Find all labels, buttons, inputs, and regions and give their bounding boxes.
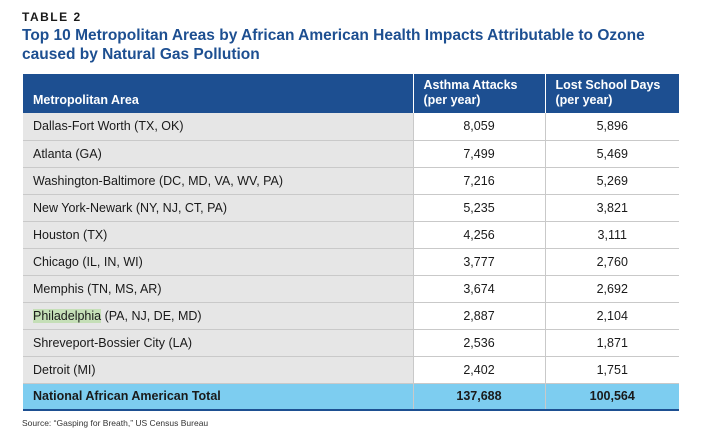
column-header-school: Lost School Days (per year) (545, 74, 679, 113)
table-row: Atlanta (GA) 7,499 5,469 (23, 140, 679, 168)
data-table: Metropolitan Area Asthma Attacks (per ye… (23, 74, 679, 411)
metro-area-label: Houston (TX) (33, 227, 108, 242)
metro-area-label: (PA, NJ, DE, MD) (101, 308, 202, 323)
cell-metro-area: Atlanta (GA) (23, 140, 414, 168)
cell-lost-school-days: 2,692 (545, 275, 679, 303)
table-row: Dallas-Fort Worth (TX, OK) 8,059 5,896 (23, 113, 679, 141)
cell-asthma-attacks: 3,777 (413, 248, 546, 276)
cell-lost-school-days: 2,104 (545, 302, 679, 330)
column-header-area: Metropolitan Area (23, 74, 414, 113)
metro-area-label: Chicago (IL, IN, WI) (33, 254, 143, 269)
table-row: Chicago (IL, IN, WI) 3,777 2,760 (23, 248, 679, 276)
cell-lost-school-days: 1,871 (545, 329, 679, 357)
cell-asthma-attacks: 5,235 (413, 194, 546, 222)
cell-lost-school-days: 5,896 (545, 113, 679, 141)
metro-area-label: Atlanta (GA) (33, 146, 102, 161)
table-row: Houston (TX) 4,256 3,111 (23, 221, 679, 249)
cell-metro-area: Memphis (TN, MS, AR) (23, 275, 414, 303)
table-row: Philadelphia (PA, NJ, DE, MD) 2,887 2,104 (23, 302, 679, 330)
highlighted-text: Philadelphia (33, 308, 102, 323)
cell-asthma-attacks: 8,059 (413, 113, 546, 141)
cell-asthma-attacks: 2,536 (413, 329, 546, 357)
cell-asthma-attacks: 4,256 (413, 221, 546, 249)
metro-area-label: Detroit (MI) (33, 362, 96, 377)
cell-total-label: National African American Total (23, 383, 414, 411)
cell-asthma-attacks: 7,216 (413, 167, 546, 195)
table-row: New York-Newark (NY, NJ, CT, PA) 5,235 3,8… (23, 194, 679, 222)
cell-metro-area: Detroit (MI) (23, 356, 414, 384)
table-row: Washington-Baltimore (DC, MD, VA, WV, PA… (23, 167, 679, 195)
data-table-container: Metropolitan Area Asthma Attacks (per ye… (23, 74, 679, 411)
metro-area-label: Dallas-Fort Worth (TX, OK) (33, 119, 184, 134)
source-note: Source: “Gasping for Breath,” US Census … (22, 418, 209, 428)
cell-asthma-attacks: 3,674 (413, 275, 546, 303)
cell-metro-area: Washington-Baltimore (DC, MD, VA, WV, PA… (23, 167, 414, 195)
cell-metro-area: Philadelphia (PA, NJ, DE, MD) (23, 302, 414, 330)
cell-total-school: 100,564 (545, 383, 679, 411)
cell-lost-school-days: 5,469 (545, 140, 679, 168)
column-header-asthma: Asthma Attacks (per year) (413, 74, 546, 113)
metro-area-label: Memphis (TN, MS, AR) (33, 281, 162, 296)
cell-lost-school-days: 3,821 (545, 194, 679, 222)
cell-metro-area: Chicago (IL, IN, WI) (23, 248, 414, 276)
metro-area-label: Washington-Baltimore (DC, MD, VA, WV, PA… (33, 173, 284, 188)
table-body: Dallas-Fort Worth (TX, OK) 8,059 5,896 Atla… (23, 113, 679, 411)
metro-area-label: New York-Newark (NY, NJ, CT, PA) (33, 200, 228, 215)
cell-metro-area: Shreveport-Bossier City (LA) (23, 329, 414, 357)
cell-lost-school-days: 5,269 (545, 167, 679, 195)
table-title: Top 10 Metropolitan Areas by African Ame… (22, 27, 645, 63)
cell-lost-school-days: 3,111 (545, 221, 679, 249)
cell-lost-school-days: 1,751 (545, 356, 679, 384)
cell-metro-area: New York-Newark (NY, NJ, CT, PA) (23, 194, 414, 222)
table-total-row: National African American Total 137,688 10… (23, 383, 679, 411)
metro-area-label: Shreveport-Bossier City (LA) (33, 335, 193, 350)
cell-asthma-attacks: 2,887 (413, 302, 546, 330)
table-kicker: TABLE 2 (22, 10, 82, 24)
table-header-row: Metropolitan Area Asthma Attacks (per ye… (23, 74, 679, 113)
table-row: Memphis (TN, MS, AR) 3,674 2,692 (23, 275, 679, 303)
table-row: Shreveport-Bossier City (LA) 2,536 1,871 (23, 329, 679, 357)
cell-asthma-attacks: 7,499 (413, 140, 546, 168)
cell-metro-area: Houston (TX) (23, 221, 414, 249)
cell-lost-school-days: 2,760 (545, 248, 679, 276)
cell-metro-area: Dallas-Fort Worth (TX, OK) (23, 113, 414, 141)
cell-asthma-attacks: 2,402 (413, 356, 546, 384)
table-row: Detroit (MI) 2,402 1,751 (23, 356, 679, 384)
cell-total-asthma: 137,688 (413, 383, 546, 411)
